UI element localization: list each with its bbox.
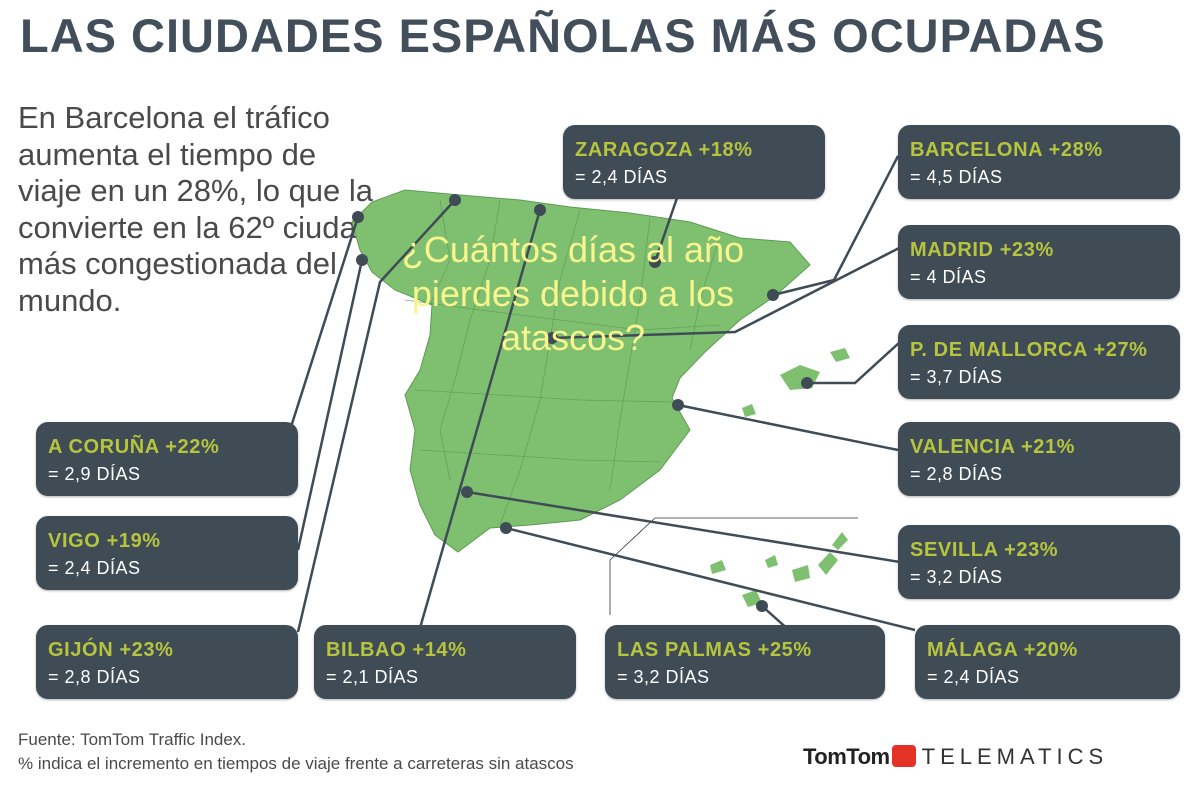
city-days: = 2,1 DÍAS <box>326 667 419 687</box>
city-box-barcelona: BARCELONA +28% = 4,5 DÍAS <box>898 125 1180 199</box>
connector-malaga <box>505 526 916 632</box>
city-box-madrid: MADRID +23% = 4 DÍAS <box>898 225 1180 299</box>
brand-product: TELEMATICS <box>921 744 1109 769</box>
city-box-sevilla: SEVILLA +23% = 3,2 DÍAS <box>898 525 1180 599</box>
city-days: = 4 DÍAS <box>910 267 987 287</box>
city-days: = 2,8 DÍAS <box>48 667 141 687</box>
city-days: = 2,4 DÍAS <box>575 167 668 187</box>
connector-vigo <box>296 259 364 551</box>
city-name: ZARAGOZA +18% <box>575 139 753 161</box>
city-name: GIJÓN +23% <box>48 639 174 661</box>
intro-text: En Barcelona el tráfico aumenta el tiemp… <box>18 100 375 318</box>
city-days: = 2,4 DÍAS <box>927 667 1020 687</box>
connector-madrid <box>551 243 906 340</box>
city-name: A CORUÑA +22% <box>48 436 220 458</box>
question-overlay: ¿Cuántos días al año pierdes debido a lo… <box>401 229 745 358</box>
city-days: = 4,5 DÍAS <box>910 167 1003 187</box>
source-note: Fuente: TomTom Traffic Index. % indica e… <box>18 728 574 776</box>
connector-mallorca <box>807 341 901 385</box>
city-box-vigo: VIGO +19% = 2,4 DÍAS <box>36 516 298 590</box>
city-name: VIGO +19% <box>48 530 161 552</box>
city-box-valencia: VALENCIA +21% = 2,8 DÍAS <box>898 422 1180 496</box>
source-line-1: Fuente: TomTom Traffic Index. <box>18 730 247 749</box>
brand-name: TomTom <box>803 744 890 769</box>
city-name: BILBAO +14% <box>326 639 467 661</box>
city-days: = 3,2 DÍAS <box>617 667 710 687</box>
connector-coruna <box>288 216 360 431</box>
city-days: = 3,7 DÍAS <box>910 367 1003 387</box>
city-box-coruna: A CORUÑA +22% = 2,9 DÍAS <box>36 422 298 496</box>
city-name: VALENCIA +21% <box>910 436 1076 458</box>
page-title: LAS CIUDADES ESPAÑOLAS MÁS OCUPADAS <box>20 9 1106 62</box>
connector-zaragoza <box>653 194 680 263</box>
city-box-laspalmas: LAS PALMAS +25% = 3,2 DÍAS <box>605 625 885 699</box>
city-box-bilbao: BILBAO +14% = 2,1 DÍAS <box>314 625 576 699</box>
connector-bilbao <box>418 209 542 629</box>
city-box-zaragoza: ZARAGOZA +18% = 2,4 DÍAS <box>563 125 825 199</box>
city-name: MÁLAGA +20% <box>927 639 1078 661</box>
city-box-malaga: MÁLAGA +20% = 2,4 DÍAS <box>915 625 1180 699</box>
city-days: = 2,8 DÍAS <box>910 464 1003 484</box>
source-line-2: % indica el incremento en tiempos de via… <box>18 754 574 773</box>
canary-islands-inset <box>609 517 858 615</box>
city-box-gijon: GIJÓN +23% = 2,8 DÍAS <box>36 625 298 699</box>
city-days: = 2,4 DÍAS <box>48 558 141 578</box>
city-name: MADRID +23% <box>910 239 1054 261</box>
city-name: LAS PALMAS +25% <box>617 639 812 661</box>
city-days: = 2,9 DÍAS <box>48 464 141 484</box>
city-name: BARCELONA +28% <box>910 139 1103 161</box>
city-days: = 3,2 DÍAS <box>910 567 1003 587</box>
brand-logo: TomTom TELEMATICS <box>803 744 1108 770</box>
connector-valencia <box>677 403 899 452</box>
city-name: SEVILLA +23% <box>910 539 1059 561</box>
connector-gijon <box>296 199 456 633</box>
connector-sevilla <box>466 490 901 564</box>
city-box-palma: P. DE MALLORCA +27% = 3,7 DÍAS <box>898 325 1180 399</box>
city-name: P. DE MALLORCA +27% <box>910 339 1148 361</box>
tomtom-hand-icon <box>891 745 916 767</box>
balearic-islands-shape <box>780 365 820 390</box>
